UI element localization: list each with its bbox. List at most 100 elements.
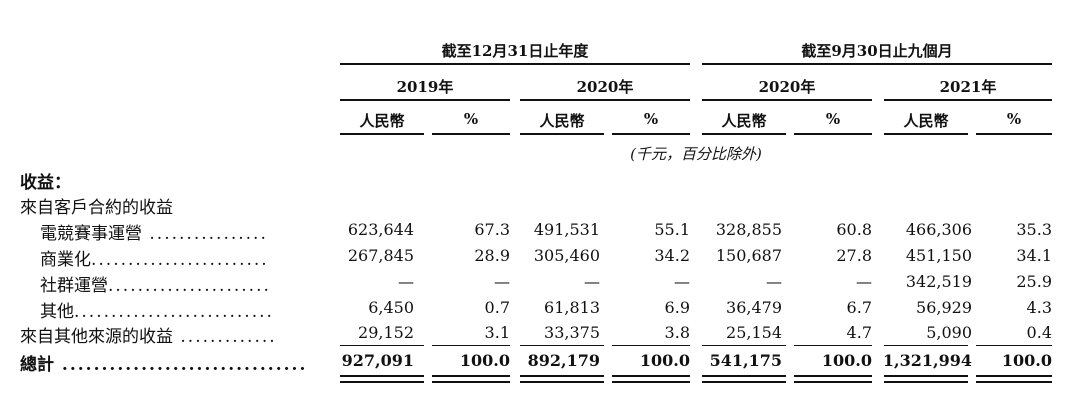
row-label-text: 總計 (20, 355, 54, 375)
double-rule-line (884, 381, 968, 383)
col-rmb-1: 人民幣 (359, 112, 405, 130)
col-pct-2: % (643, 110, 659, 128)
col-rule (976, 133, 1052, 135)
table-cell: 927,091 (341, 351, 414, 370)
leader-dots: ........................... (74, 302, 274, 322)
table-cell: 0.7 (484, 298, 510, 317)
table-cell: 33,375 (544, 323, 600, 342)
table-cell: — (856, 272, 872, 291)
double-rule-line (520, 375, 604, 377)
subtotal-rule (520, 345, 604, 346)
table-cell: 25.9 (1016, 272, 1052, 291)
subtotal-rule (340, 345, 424, 346)
leader-dots: ........................ (91, 250, 269, 270)
double-rule-line (432, 381, 510, 383)
subtotal-rule (794, 345, 872, 346)
table-cell: 267,845 (347, 246, 414, 265)
col-rule (520, 133, 604, 135)
table-cell: 6.9 (664, 298, 690, 317)
table-cell: 100.0 (821, 351, 872, 370)
table-cell: 451,150 (905, 246, 972, 265)
leader-dots: ................ (142, 224, 268, 244)
table-cell: — (398, 272, 414, 291)
double-rule-line (702, 375, 786, 377)
row-label: 商業化........................ (40, 245, 269, 270)
group-rule-1 (340, 63, 690, 65)
leader-dots: ............................... (54, 355, 308, 375)
table-cell: 100.0 (639, 351, 690, 370)
row-label: 電競賽事運營 ................ (40, 219, 268, 244)
table-cell: 34.1 (1016, 246, 1052, 265)
subtotal-rule (612, 345, 690, 346)
table-cell: — (494, 272, 510, 291)
table-cell: 5,090 (926, 323, 972, 342)
table-cell: 3.8 (664, 323, 690, 342)
row-label-text: 來自客戶合約的收益 (20, 198, 173, 218)
table-cell: 6,450 (368, 298, 414, 317)
table-cell: 36,479 (726, 298, 782, 317)
col-rule (432, 133, 510, 135)
units-note: (千元，百分比除外) (630, 145, 762, 163)
col-rmb-2: 人民幣 (539, 112, 585, 130)
table-cell: 541,175 (709, 351, 782, 370)
col-rule (612, 133, 690, 135)
row-label-text: 商業化 (40, 250, 91, 270)
table-cell: 27.8 (836, 246, 872, 265)
subtotal-rule (702, 345, 786, 346)
table-cell: 892,179 (527, 351, 600, 370)
year-header-2020: 2020年 (576, 78, 634, 96)
row-label-text: 其他 (40, 302, 74, 322)
group-header-nine-months: 截至9月30日止九個月 (801, 42, 953, 60)
double-rule-line (794, 375, 872, 377)
double-rule-line (432, 375, 510, 377)
leader-dots: ............. (173, 327, 277, 347)
subtotal-rule (432, 345, 510, 346)
year-rule-4 (884, 99, 1052, 101)
col-rmb-4: 人民幣 (903, 112, 949, 130)
table-cell: — (674, 272, 690, 291)
year-header-2020-9m: 2020年 (758, 78, 816, 96)
col-pct-1: % (463, 110, 479, 128)
year-header-2019: 2019年 (396, 78, 454, 96)
double-rule-line (520, 381, 604, 383)
row-label-text: 來自其他來源的收益 (20, 327, 173, 347)
year-rule-2 (520, 99, 690, 101)
subtotal-rule (976, 345, 1052, 346)
table-cell: 34.2 (654, 246, 690, 265)
double-rule-line (612, 375, 690, 377)
table-cell: 150,687 (715, 246, 782, 265)
table-cell: 35.3 (1016, 220, 1052, 239)
year-header-2021: 2021年 (939, 78, 997, 96)
table-cell: 328,855 (715, 220, 782, 239)
table-cell: 29,152 (358, 323, 414, 342)
row-label: 來自客戶合約的收益 (20, 193, 173, 218)
double-rule-line (612, 381, 690, 383)
row-label: 總計 ............................... (20, 350, 307, 375)
table-cell: 0.4 (1026, 323, 1052, 342)
table-cell: — (766, 272, 782, 291)
col-rmb-3: 人民幣 (721, 112, 767, 130)
table-cell: 491,531 (533, 220, 600, 239)
table-cell: 623,644 (347, 220, 414, 239)
row-label: 社群運營...................... (40, 271, 271, 296)
table-cell: 100.0 (1001, 351, 1052, 370)
row-label-text: 收益： (20, 173, 71, 193)
row-label-text: 社群運營 (40, 276, 108, 296)
table-cell: 61,813 (544, 298, 600, 317)
double-rule-line (340, 381, 424, 383)
table-cell: 67.3 (474, 220, 510, 239)
table-cell: 25,154 (726, 323, 782, 342)
table-cell: 4.7 (846, 323, 872, 342)
table-cell: 1,321,994 (882, 351, 972, 370)
col-rule (340, 133, 424, 135)
table-cell: — (584, 272, 600, 291)
table-cell: 60.8 (836, 220, 872, 239)
table-cell: 342,519 (905, 272, 972, 291)
row-label: 其他........................... (40, 297, 274, 322)
year-rule-3 (702, 99, 872, 101)
double-rule-line (976, 381, 1052, 383)
subtotal-rule (884, 345, 968, 346)
col-rule (794, 133, 872, 135)
leader-dots: ...................... (108, 276, 271, 296)
table-cell: 6.7 (846, 298, 872, 317)
